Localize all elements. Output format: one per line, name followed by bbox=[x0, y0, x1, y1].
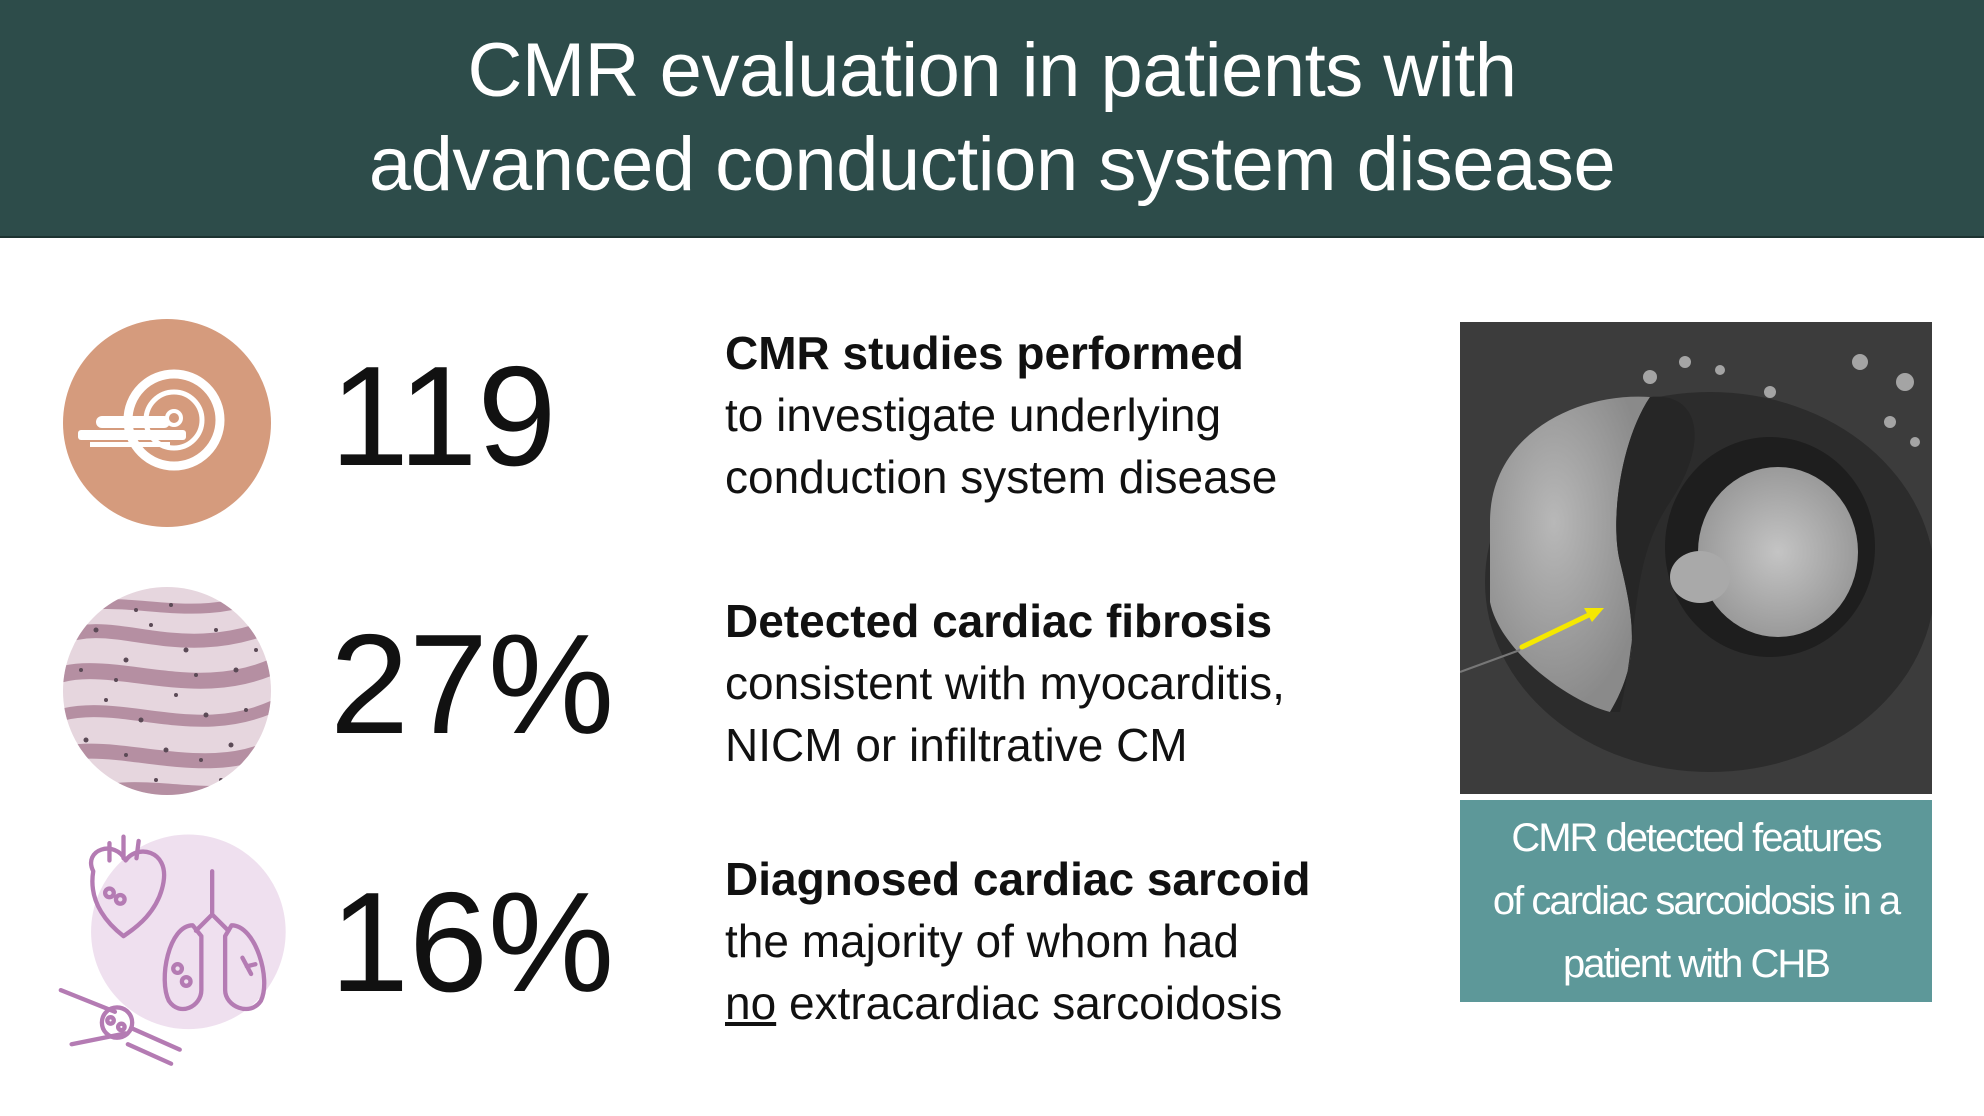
stat-value: 27% bbox=[330, 605, 615, 764]
title-line-2: advanced conduction system disease bbox=[368, 122, 1616, 207]
caption-line-2: of cardiac sarcoidosis in a bbox=[1492, 878, 1901, 923]
fibrosis-tissue-icon bbox=[63, 587, 271, 795]
heart-lungs-bone-icon bbox=[58, 834, 286, 1066]
stat-lead: Diagnosed cardiac sarcoid bbox=[725, 853, 1311, 905]
stat-description: CMR studies performed to investigate und… bbox=[725, 322, 1425, 508]
stat-description: Diagnosed cardiac sarcoid the majority o… bbox=[725, 848, 1425, 1034]
stat-lead: CMR studies performed bbox=[725, 327, 1244, 379]
underlined-no: no bbox=[725, 977, 777, 1029]
cmr-image bbox=[1460, 322, 1932, 794]
stat-line-3: conduction system disease bbox=[725, 451, 1278, 503]
title-line-1: CMR evaluation in patients with bbox=[467, 28, 1517, 113]
stat-line-3: NICM or infiltrative CM bbox=[725, 719, 1188, 771]
header-banner: CMR evaluation in patients with advanced… bbox=[0, 0, 1984, 238]
stat-value: 119 bbox=[330, 337, 557, 496]
mri-scanner-icon bbox=[63, 319, 271, 527]
stat-row-sarcoid: 16% Diagnosed cardiac sarcoid the majori… bbox=[0, 834, 1420, 1066]
caption-line-3: patient with CHB bbox=[1563, 941, 1831, 986]
stat-row-fibrosis: 27% Detected cardiac fibrosis consistent… bbox=[0, 580, 1420, 800]
image-caption: CMR detected features of cardiac sarcoid… bbox=[1460, 800, 1932, 1002]
stat-line-3: no extracardiac sarcoidosis bbox=[725, 972, 1425, 1034]
stat-line-2: the majority of whom had bbox=[725, 915, 1239, 967]
caption-line-1: CMR detected features bbox=[1511, 815, 1882, 860]
stat-row-cmr-studies: 119 CMR studies performed to investigate… bbox=[0, 312, 1420, 532]
stat-line-2: consistent with myocarditis, bbox=[725, 657, 1285, 709]
stat-description: Detected cardiac fibrosis consistent wit… bbox=[725, 590, 1425, 776]
stat-value: 16% bbox=[330, 863, 615, 1022]
stat-line-2: to investigate underlying bbox=[725, 389, 1222, 441]
stat-line-3-rest: extracardiac sarcoidosis bbox=[776, 977, 1283, 1029]
stat-lead: Detected cardiac fibrosis bbox=[725, 595, 1273, 647]
